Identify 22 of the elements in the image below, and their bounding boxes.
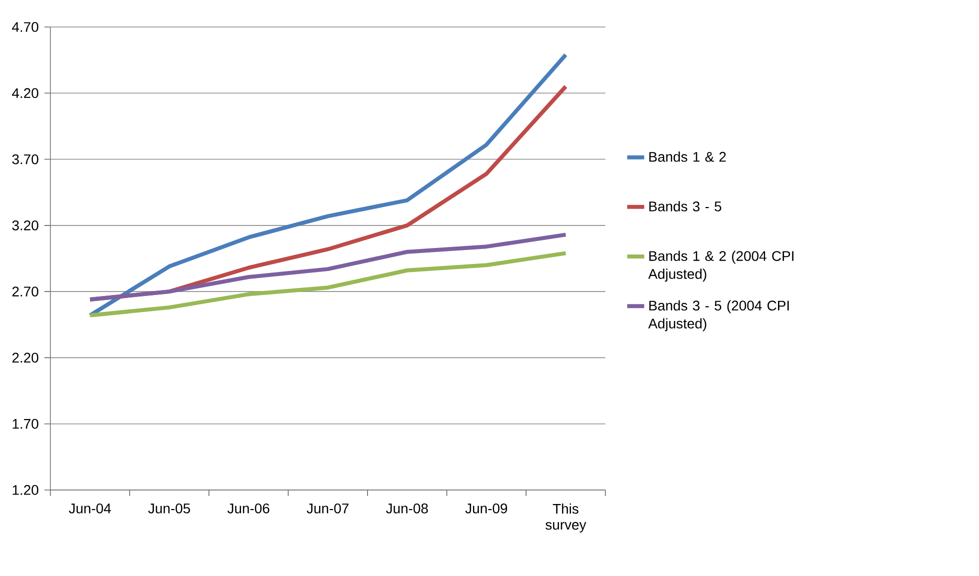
x-tick-label: This survey — [546, 504, 586, 532]
x-tick-label: Jun-07 — [306, 503, 348, 514]
x-tick-label: Jun-06 — [227, 503, 270, 514]
y-tick-label: 3.70 — [12, 154, 38, 164]
y-tick-label: 1.20 — [12, 485, 38, 495]
x-tick-label: Jun-04 — [68, 503, 111, 514]
x-tick-label: Jun-08 — [386, 503, 428, 514]
legend-label: Bands 1 & 2 — [649, 152, 726, 162]
legend-label: Bands 1 & 2 (2004 CPI Adjusted) — [648, 250, 794, 282]
y-tick-label: 2.70 — [12, 286, 38, 296]
y-tick-label: 3.20 — [12, 220, 38, 230]
x-tick-label: Jun-05 — [148, 503, 190, 514]
line-series — [88, 251, 568, 318]
y-tick-label: 1.70 — [12, 418, 38, 429]
legend-label: Bands 3 - 5 (2004 CPI Adjusted) — [648, 300, 789, 332]
x-tick-label: Jun-09 — [465, 503, 508, 514]
legend-label: Bands 3 - 5 — [649, 201, 722, 212]
y-tick-label: 2.20 — [12, 352, 38, 363]
line-series — [88, 52, 568, 318]
y-tick-label: 4.20 — [12, 88, 38, 98]
line-series — [88, 232, 568, 302]
y-tick-label: 4.70 — [12, 22, 38, 32]
